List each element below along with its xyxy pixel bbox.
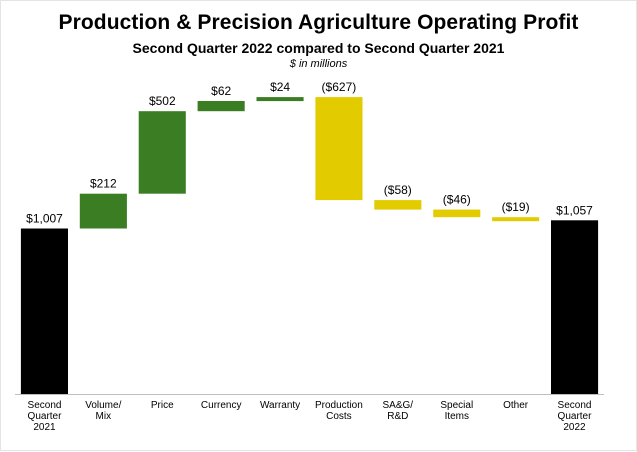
category-label-8: Special Items <box>440 400 473 422</box>
chart-subtitle: Second Quarter 2022 compared to Second Q… <box>132 40 505 56</box>
category-label-line: Production <box>315 400 363 411</box>
value-label-6: ($627) <box>322 80 357 94</box>
category-label-line: 2022 <box>563 422 586 433</box>
category-label-line: Costs <box>326 411 352 422</box>
chart-title: Production & Precision Agriculture Opera… <box>58 11 579 34</box>
bar-10 <box>551 220 599 394</box>
value-label-2: $212 <box>90 177 117 191</box>
value-label-4: $62 <box>211 84 231 98</box>
value-label-9: ($19) <box>502 200 530 214</box>
category-label-9: Other <box>503 400 529 411</box>
category-label-line: 2021 <box>33 422 56 433</box>
category-label-5: Warranty <box>260 400 300 411</box>
category-label-line: Volume/ <box>85 400 121 411</box>
category-label-6: Production Costs <box>315 400 363 422</box>
value-label-7: ($58) <box>384 183 412 197</box>
category-label-line: Mix <box>96 411 112 422</box>
bar-3 <box>138 111 186 194</box>
value-label-10: $1,057 <box>556 203 593 217</box>
bar-2 <box>79 193 127 229</box>
bar-9 <box>492 217 540 222</box>
category-label-line: Price <box>151 400 174 411</box>
category-label-10: Second Quarter 2022 <box>558 400 593 433</box>
value-label-5: $24 <box>270 80 290 94</box>
category-label-7: SA&G/R&D <box>383 400 414 422</box>
category-label-line: Second <box>558 400 592 411</box>
category-label-line: R&D <box>387 411 408 422</box>
category-label-3: Price <box>151 400 174 411</box>
category-label-line: SA&G/ <box>383 400 414 411</box>
value-label-1: $1,007 <box>26 212 63 226</box>
bar-1 <box>20 228 68 394</box>
bar-6 <box>315 97 363 201</box>
category-label-line: Currency <box>201 400 242 411</box>
category-label-1: Second Quarter 2021 <box>28 400 63 433</box>
value-label-8: ($46) <box>443 193 471 207</box>
category-label-line: Quarter <box>28 411 63 422</box>
category-label-line: Items <box>445 411 469 422</box>
category-label-line: Warranty <box>260 400 300 411</box>
bar-4 <box>197 101 245 112</box>
bar-8 <box>433 209 481 218</box>
category-label-line: Second <box>28 400 62 411</box>
category-label-2: Volume/Mix <box>85 400 121 422</box>
bar-5 <box>256 97 304 102</box>
value-label-3: $502 <box>149 94 176 108</box>
bar-7 <box>374 200 422 210</box>
category-label-line: Other <box>503 400 529 411</box>
category-label-4: Currency <box>201 400 242 411</box>
unit-note: $ in millions <box>289 58 348 70</box>
category-label-line: Quarter <box>558 411 593 422</box>
category-label-line: Special <box>440 400 473 411</box>
